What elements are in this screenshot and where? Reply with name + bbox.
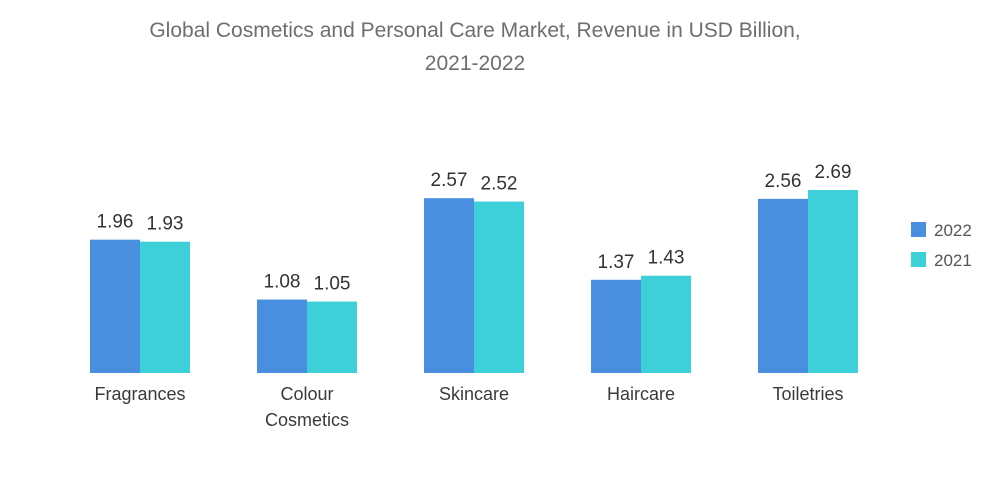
chart-title-line-2: 2021-2022	[424, 52, 526, 75]
bar-2022-3	[591, 279, 641, 373]
data-label-2021-2: 2.52	[481, 174, 518, 195]
legend-swatch-2022	[911, 222, 926, 237]
data-label-2021-1: 1.05	[314, 274, 351, 295]
category-label-4-0: Toiletries	[772, 384, 843, 404]
category-label-2-0: Skincare	[439, 384, 509, 404]
bar-2021-0	[140, 241, 190, 373]
legend: 2022 2021	[911, 221, 972, 270]
data-label-2021-3: 1.43	[648, 248, 685, 269]
data-label-2022-3: 1.37	[598, 252, 635, 273]
bar-2021-2	[474, 201, 524, 373]
category-label-1-0: Colour	[280, 384, 333, 404]
bar-2022-0	[90, 239, 140, 373]
legend-label-2022: 2022	[934, 221, 972, 240]
category-label-3-0: Haircare	[607, 384, 675, 404]
data-label-2022-4: 2.56	[765, 171, 802, 192]
bar-2022-1	[257, 299, 307, 373]
data-label-2021-0: 1.93	[147, 214, 184, 235]
data-labels-layer: 1.96 1.93 1.08 1.05 2.57 2.52 1.37 1.43 2.56 2.69	[97, 162, 852, 295]
data-label-2022-0: 1.96	[97, 212, 134, 233]
data-label-2021-4: 2.69	[815, 162, 852, 183]
chart-title-line-1: Global Cosmetics and Personal Care Marke…	[149, 19, 801, 42]
category-label-1-1: Cosmetics	[265, 410, 349, 430]
category-axis: Fragrances Colour Cosmetics Skincare Haircar…	[94, 384, 843, 430]
bar-2021-4	[808, 190, 858, 373]
bar-2022-2	[424, 198, 474, 373]
bars-layer	[90, 190, 858, 373]
chart-title: Global Cosmetics and Personal Care Marke…	[0, 14, 950, 80]
bar-2021-3	[641, 275, 691, 373]
data-label-2022-2: 2.57	[431, 170, 468, 191]
legend-label-2021: 2021	[934, 251, 972, 270]
bar-2021-1	[307, 301, 357, 373]
data-label-2022-1: 1.08	[264, 272, 301, 293]
bar-2022-4	[758, 198, 808, 373]
category-label-0-0: Fragrances	[94, 384, 185, 404]
legend-swatch-2021	[911, 252, 926, 267]
